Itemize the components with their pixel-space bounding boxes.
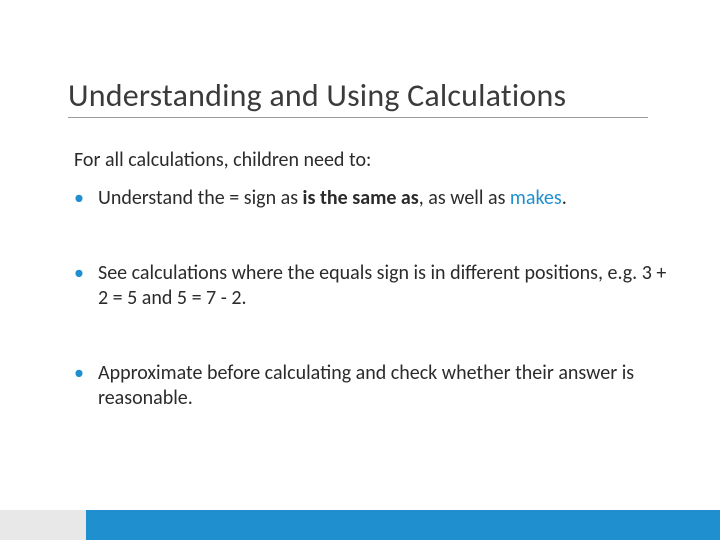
- bullet-list: Understand the = sign as is the same as,…: [68, 176, 668, 411]
- bullet-item-2: See calculations where the equals sign i…: [68, 261, 668, 311]
- bullet-1-post: .: [562, 186, 567, 210]
- bullet-item-1: Understand the = sign as is the same as,…: [68, 186, 668, 211]
- bullet-1-bold: is the same as: [303, 186, 419, 210]
- bullet-1-mid: , as well as: [419, 186, 510, 210]
- intro-text: For all calculations, children need to:: [74, 148, 371, 172]
- bullet-item-3: Approximate before calculating and check…: [68, 361, 668, 411]
- bullet-1-accent: makes: [510, 186, 562, 210]
- footer-left-block: [0, 510, 86, 540]
- slide-title: Understanding and Using Calculations: [68, 76, 648, 118]
- footer-bar: [0, 510, 720, 540]
- slide: Understanding and Using Calculations For…: [0, 0, 720, 540]
- bullet-1-pre: Understand the = sign as: [98, 186, 303, 210]
